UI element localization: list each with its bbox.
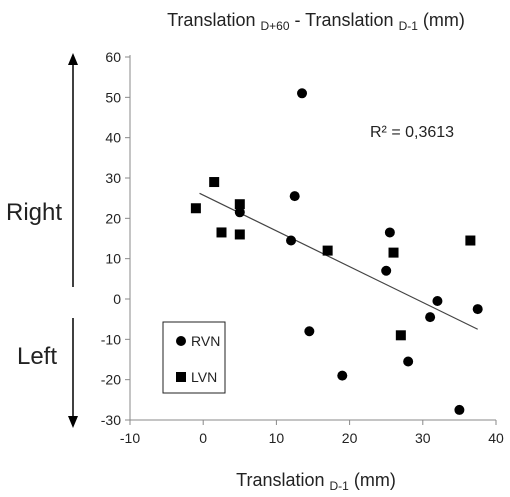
- y-tick-label: 30: [105, 170, 121, 186]
- y-tick-label: 50: [105, 89, 121, 105]
- data-point-rvn: [297, 88, 308, 99]
- data-point-rvn: [403, 356, 414, 367]
- y-tick-label: 0: [113, 291, 121, 307]
- chart-title: Translation D+60 - Translation D-1 (mm): [167, 10, 465, 33]
- x-tick-label: 10: [269, 430, 285, 446]
- data-point-rvn: [337, 370, 348, 381]
- data-point-rvn: [304, 326, 315, 337]
- data-point-lvn: [190, 203, 201, 214]
- x-tick-label: -10: [120, 430, 140, 446]
- data-point-rvn: [472, 304, 483, 315]
- legend-box: [162, 321, 226, 394]
- data-point-rvn: [425, 312, 436, 323]
- data-point-rvn: [454, 404, 465, 415]
- data-point-lvn: [234, 199, 245, 210]
- data-point-lvn: [209, 177, 220, 188]
- data-point-rvn: [384, 227, 395, 238]
- legend-marker-lvn: [176, 372, 186, 382]
- data-points: [190, 88, 483, 415]
- data-point-lvn: [216, 227, 227, 238]
- right-arrow-head: [68, 53, 78, 65]
- data-point-rvn: [381, 265, 392, 276]
- legend-marker-rvn: [176, 336, 186, 346]
- data-point-lvn: [234, 229, 245, 240]
- data-point-lvn: [465, 235, 476, 246]
- r-squared-annotation: R² = 0,3613: [370, 124, 454, 141]
- x-ticks: -10 0 10 20 30 40: [120, 420, 504, 446]
- right-label: Right: [6, 199, 62, 226]
- left-label: Left: [17, 343, 57, 370]
- y-tick-label: -30: [101, 412, 121, 428]
- left-arrow-head: [68, 416, 78, 428]
- y-tick-label: 10: [105, 251, 121, 267]
- y-tick-label: -10: [101, 331, 121, 347]
- data-point-rvn: [432, 296, 443, 307]
- trendline: [199, 192, 478, 330]
- x-tick-label: 40: [488, 430, 504, 446]
- x-tick-label: 0: [199, 430, 207, 446]
- y-ticks: 60 50 40 30 20 10 0 -10 -20 -30: [101, 49, 130, 428]
- legend-label-lvn: LVN: [191, 369, 217, 385]
- y-tick-label: 20: [105, 210, 121, 226]
- x-tick-label: 20: [342, 430, 358, 446]
- x-tick-label: 30: [415, 430, 431, 446]
- data-point-rvn: [234, 207, 245, 218]
- data-point-lvn: [322, 245, 333, 256]
- legend: RVN LVN: [162, 321, 226, 394]
- y-tick-label: -20: [101, 372, 121, 388]
- x-axis-title: Translation D-1 (mm): [236, 470, 396, 493]
- data-point-rvn: [289, 191, 300, 202]
- y-tick-label: 60: [105, 49, 121, 65]
- data-point-rvn: [286, 235, 297, 246]
- legend-label-rvn: RVN: [191, 333, 220, 349]
- data-point-lvn: [388, 247, 399, 258]
- data-point-lvn: [395, 330, 406, 341]
- y-tick-label: 40: [105, 130, 121, 146]
